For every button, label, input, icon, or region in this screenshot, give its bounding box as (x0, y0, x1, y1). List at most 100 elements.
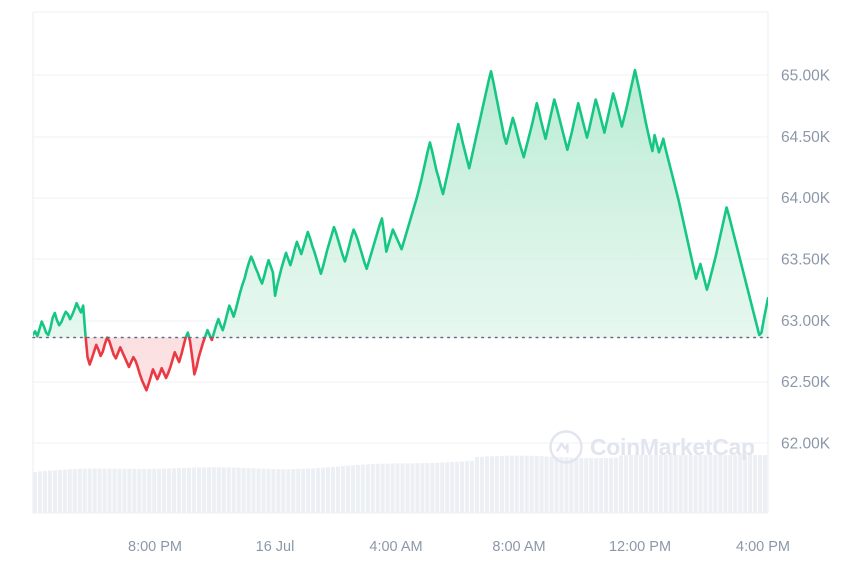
volume-bar (738, 455, 743, 513)
y-axis-labels: 62.00K 62.50K 63.00K 63.50K 64.00K 64.50K 65.0… (781, 68, 831, 453)
volume-bar (57, 469, 62, 513)
volume-bar (474, 457, 480, 513)
volume-bar (33, 472, 38, 513)
volume-bar (296, 469, 301, 513)
volume-bar (112, 468, 117, 513)
volume-bar (380, 463, 385, 513)
volume-bar (658, 455, 663, 513)
volume-bar (524, 455, 529, 513)
volume-bar (87, 468, 92, 513)
volume-bar (594, 458, 599, 513)
volume-bar (599, 458, 604, 513)
volume-bar (499, 455, 504, 513)
volume-bar (271, 469, 276, 513)
volume-bar (559, 457, 564, 513)
volume-bar (62, 469, 67, 513)
volume-bar (82, 468, 87, 513)
volume-bar (206, 467, 211, 513)
volume-bar (102, 468, 107, 513)
volume-bar (470, 460, 475, 513)
volume-bar (415, 463, 420, 513)
volume-bar (167, 468, 172, 513)
volume-bar (653, 455, 658, 513)
volume-bar (286, 469, 291, 513)
y-axis-tick-label: 64.50K (781, 129, 831, 146)
volume-bar (638, 455, 643, 513)
volume-bar (623, 455, 629, 513)
x-axis-tick-label: 12:00 PM (609, 539, 671, 555)
volume-bar (609, 457, 614, 513)
volume-bar (425, 463, 430, 513)
volume-bar (117, 468, 122, 513)
x-axis-tick-label: 8:00 PM (128, 539, 182, 555)
volume-bar (132, 468, 137, 513)
volume-bar (733, 455, 738, 513)
volume-bar (410, 463, 415, 513)
volume-bar (241, 467, 246, 513)
volume-bar (311, 468, 316, 513)
volume-bar (37, 471, 43, 513)
volume-bar (47, 470, 52, 513)
volume-bar (743, 455, 748, 513)
volume-bar (301, 468, 306, 513)
volume-bar (137, 468, 142, 513)
coinmarketcap-watermark: CoinMarketCap (549, 430, 755, 464)
volume-bar (569, 457, 574, 513)
volume-bar (579, 458, 584, 513)
volume-bar (673, 455, 678, 513)
volume-bar (564, 457, 569, 513)
volume-bar (92, 468, 97, 513)
volume-bar (455, 461, 460, 513)
volume-bar (628, 455, 634, 513)
volume-bar (619, 455, 624, 513)
volume-bar (460, 461, 465, 513)
volume-bar (758, 455, 763, 513)
volume-bar (321, 467, 326, 513)
volume-bar (763, 455, 768, 513)
y-axis-tick-label: 64.00K (781, 190, 831, 207)
volume-bar (534, 456, 539, 513)
volume-bar (127, 468, 132, 513)
coinmarketcap-logo-icon (549, 430, 583, 464)
volume-bar (614, 457, 619, 513)
volume-bar (400, 463, 405, 513)
volume-bar (688, 455, 693, 513)
volume-bar (177, 468, 182, 513)
volume-bar (375, 463, 380, 513)
volume-bar (450, 462, 455, 513)
volume-bar (350, 465, 355, 513)
volume-bar (648, 455, 653, 513)
volume-bar (191, 467, 196, 513)
volume-bar (211, 467, 216, 513)
volume-bar (405, 463, 410, 513)
volume-bar (246, 468, 251, 513)
volume-bar (728, 455, 733, 513)
volume-bar (276, 469, 281, 513)
volume-bar (157, 468, 162, 513)
volume-bar (42, 471, 47, 513)
y-axis-tick-label: 62.00K (781, 436, 831, 453)
volume-bar (554, 456, 559, 513)
price-line-up (33, 68, 768, 337)
volume-bar (107, 468, 112, 513)
volume-bar (445, 462, 450, 513)
volume-bar (514, 455, 519, 513)
volume-bar (484, 456, 489, 513)
volume-bar (420, 463, 425, 513)
volume-bar (589, 458, 594, 513)
volume-bar (291, 469, 296, 513)
volume-bar (236, 467, 241, 513)
volume-bar (489, 456, 494, 513)
volume-bar (97, 468, 102, 513)
volume-bar (281, 469, 286, 513)
volume-bar (340, 466, 345, 513)
volume-bar (365, 464, 370, 513)
volume-bar (479, 456, 485, 513)
x-axis-tick-label: 16 Jul (256, 539, 295, 555)
volume-bar (196, 467, 201, 513)
volume-bar (326, 467, 331, 513)
volume-bar (251, 468, 256, 513)
volume-bar (519, 455, 524, 513)
